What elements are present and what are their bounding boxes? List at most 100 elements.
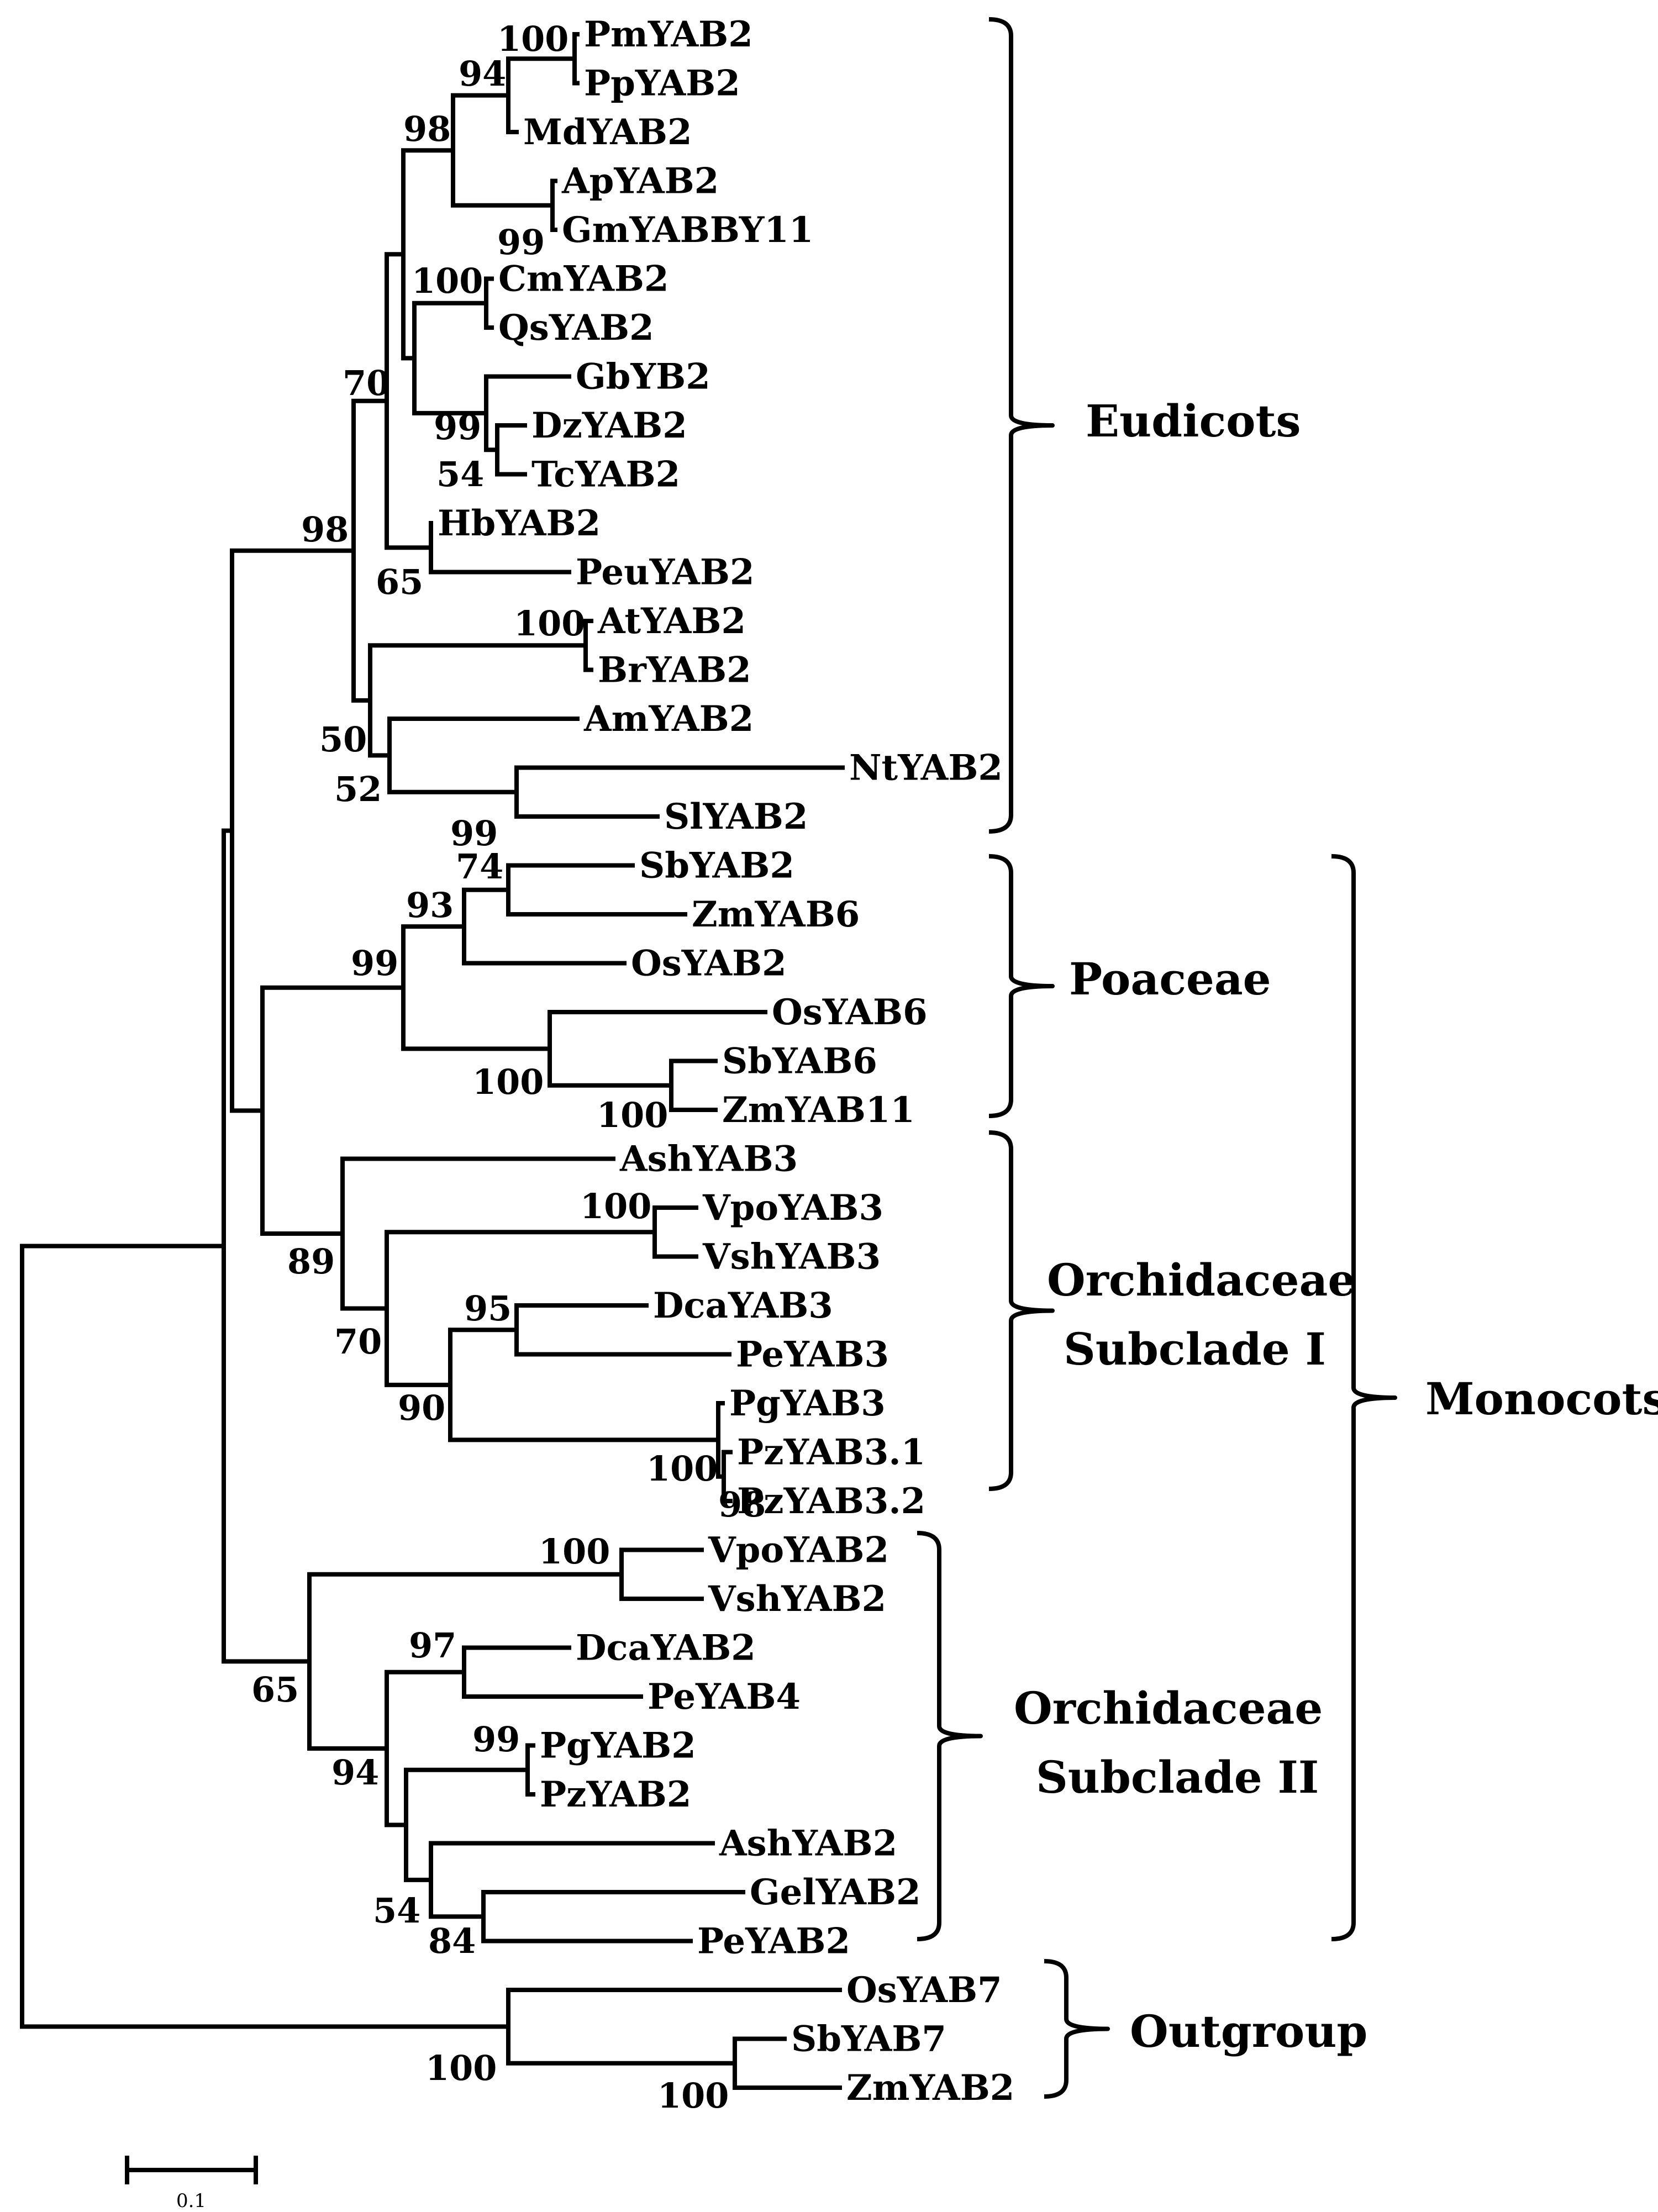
leaf-peyab2: PeYAB2 xyxy=(697,1921,850,1962)
leaf-pmyab2: PmYAB2 xyxy=(584,14,753,55)
bootstrap-value: 89 xyxy=(287,1241,335,1282)
bootstrap-value: 74 xyxy=(456,846,503,887)
clade-label-eudicots: Eudicots xyxy=(1086,395,1301,447)
leaf-atyab2: AtYAB2 xyxy=(597,601,746,642)
branch-n-90 xyxy=(448,1328,720,1442)
leaf-gmyabby11: GmYABBY11 xyxy=(562,209,813,251)
branch-n-dz-tc xyxy=(495,423,527,477)
leaf-slyab2: SlYAB2 xyxy=(664,796,808,838)
brace-poaceae xyxy=(988,854,1055,1118)
leaf-osyab2: OsYAB2 xyxy=(631,943,787,984)
bootstrap-value: 100 xyxy=(646,1449,718,1489)
bootstrap-value: 99 xyxy=(497,222,545,262)
leaf-amyab2: AmYAB2 xyxy=(583,698,754,740)
branch-n-vpo2 xyxy=(619,1547,704,1601)
branch-n-ash2 xyxy=(429,1841,715,1919)
leaf-mdyab2: MdYAB2 xyxy=(523,112,692,153)
bootstrap-value: 98 xyxy=(403,109,451,149)
leaf-dcayab2: DcaYAB2 xyxy=(576,1628,756,1669)
branch-n-50 xyxy=(368,643,588,758)
leaf-ashyab2: AshYAB2 xyxy=(719,1823,897,1865)
brace-orchidaceae-subclade-1 xyxy=(988,1130,1055,1491)
clade-label-orchidaceae: Orchidaceae xyxy=(1047,1254,1356,1306)
bootstrap-value: 100 xyxy=(657,2076,729,2116)
bootstrap-value: 54 xyxy=(373,1890,420,1931)
branch-n-am xyxy=(387,717,580,794)
bootstrap-value: 99 xyxy=(450,813,498,854)
bootstrap-value: 95 xyxy=(464,1288,512,1329)
bootstrap-value: 100 xyxy=(497,19,569,59)
brace-eudicots xyxy=(988,17,1055,834)
bootstrap-value: 98 xyxy=(718,1484,766,1525)
bootstrap-value: 65 xyxy=(376,562,423,602)
bootstrap-value: 54 xyxy=(436,454,484,494)
branch-n-cm-gb xyxy=(412,301,488,415)
bootstrap-value: 97 xyxy=(409,1625,456,1666)
bootstrap-value: 90 xyxy=(398,1388,445,1428)
leaf-sbyab7: SbYAB7 xyxy=(791,2019,946,2060)
branch-n-94o xyxy=(385,1669,466,1827)
bootstrap-value: 84 xyxy=(428,1921,476,1961)
leaf-vshyab3: VshYAB3 xyxy=(702,1236,881,1278)
bootstrap-value: 100 xyxy=(425,2048,497,2088)
leaf-vpoyab3: VpoYAB3 xyxy=(702,1187,883,1229)
leaf-tcyab2: TcYAB2 xyxy=(531,454,680,496)
bootstrap-value: 99 xyxy=(351,943,398,983)
leaf-vpoyab2: VpoYAB2 xyxy=(708,1530,889,1571)
clade-label-poaceae: Poaceae xyxy=(1069,953,1271,1005)
leaf-cmyab2: CmYAB2 xyxy=(498,259,669,300)
scale-bar: 0.1 xyxy=(125,2156,258,2212)
leaf-zmyab2: ZmYAB2 xyxy=(846,2067,1014,2109)
bootstrap-value: 52 xyxy=(334,769,382,809)
leaf-ntyab2: NtYAB2 xyxy=(849,747,1003,789)
bootstrap-value: 100 xyxy=(412,261,483,301)
clade-label-orchidaceae-2: Orchidaceae xyxy=(1014,1682,1323,1734)
scale-bar-label: 0.1 xyxy=(176,2190,206,2212)
branch-n-93 xyxy=(462,887,627,966)
leaf-pzyab2: PzYAB2 xyxy=(540,1774,691,1815)
branch-n-vpo3 xyxy=(652,1205,698,1259)
branch-n-99p xyxy=(401,924,552,1051)
brace-monocots xyxy=(1331,854,1397,1941)
bootstrap-value: 100 xyxy=(539,1531,610,1572)
bootstrap-value: 100 xyxy=(580,1186,651,1226)
leaf-pgyab2: PgYAB2 xyxy=(540,1725,696,1767)
branch-n-70o xyxy=(385,1230,657,1387)
bootstrap-value: 93 xyxy=(406,885,454,925)
leaf-sbyab2: SbYAB2 xyxy=(639,845,794,887)
leaf-zmyab11: ZmYAB11 xyxy=(722,1089,915,1131)
branch-n-mono-core xyxy=(230,548,356,1113)
leaf-ashyab3: AshYAB3 xyxy=(619,1139,798,1180)
bootstrap-value: 99 xyxy=(472,1719,520,1760)
bootstrap-value: 98 xyxy=(301,509,349,550)
leaf-qsyab2: QsYAB2 xyxy=(498,307,654,349)
leaf-vshyab2: VshYAB2 xyxy=(708,1578,886,1620)
leaf-dzyab2: DzYAB2 xyxy=(531,405,687,446)
branch-n-sb6 xyxy=(669,1058,718,1112)
branch-root xyxy=(20,1244,510,2029)
bootstrap-value: 100 xyxy=(597,1095,668,1135)
clade-label-monocots: Monocots xyxy=(1425,1373,1658,1425)
clade-label-subclade-2: Subclade II xyxy=(1036,1751,1319,1803)
leaf-zmyab6: ZmYAB6 xyxy=(692,894,860,935)
bootstrap-value: 65 xyxy=(251,1669,299,1710)
bootstrap-value: 94 xyxy=(331,1752,379,1793)
leaf-peuyab2: PeuYAB2 xyxy=(576,552,755,593)
clade-label-subclade-1: Subclade I xyxy=(1064,1323,1326,1375)
brace-outgroup xyxy=(1044,1959,1110,2099)
leaf-ppyab2: PpYAB2 xyxy=(584,63,740,104)
branch-n-inner xyxy=(401,148,455,361)
leaf-pzyab3-1: PzYAB3.1 xyxy=(737,1432,925,1473)
bootstrap-value: 50 xyxy=(319,719,367,760)
leaf-apyab2: ApYAB2 xyxy=(561,161,719,202)
leaf-osyab7: OsYAB7 xyxy=(846,1969,1002,2011)
leaf-sbyab6: SbYAB6 xyxy=(722,1041,877,1082)
leaf-pzyab3-2: PzYAB3.2 xyxy=(737,1481,925,1522)
branch-n-out xyxy=(506,1988,842,2066)
bootstrap-value: 100 xyxy=(514,603,585,644)
bootstrap-value: 94 xyxy=(459,54,506,94)
brace-orchidaceae-subclade-2 xyxy=(917,1531,983,1941)
leaf-osyab6: OsYAB6 xyxy=(772,992,928,1033)
bootstrap-value: 70 xyxy=(343,363,390,403)
leaf-bryab2: BrYAB2 xyxy=(598,650,751,691)
